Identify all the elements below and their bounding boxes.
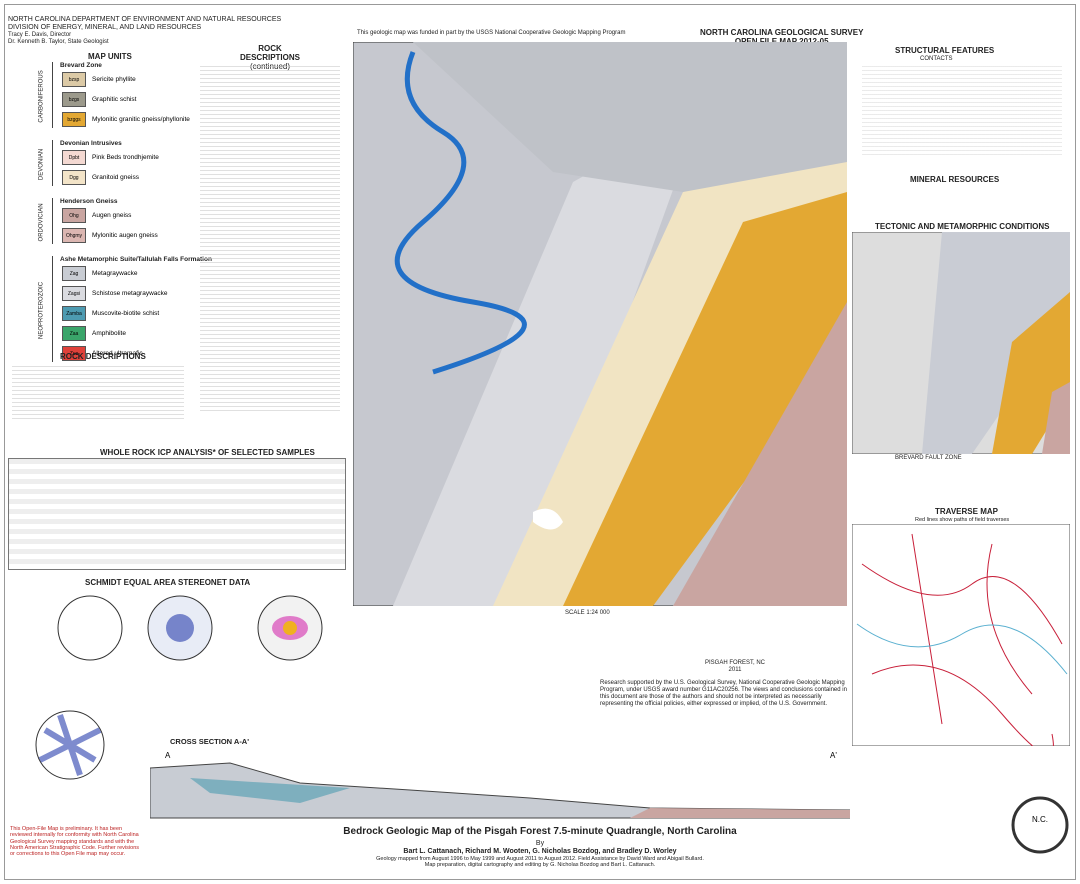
mapped-note: Geology mapped from August 1996 to May 1… (376, 856, 704, 863)
unit-name: Granitoid gneiss (92, 174, 139, 181)
unit-swatch: Zag (62, 266, 86, 281)
cross-section-title: CROSS SECTION A-A' (170, 737, 250, 746)
unit-row: Ohg Augen gneiss (62, 208, 131, 223)
unit-swatch: Zua (62, 346, 86, 361)
unit-name: Muscovite-biotite schist (92, 310, 160, 317)
location: PISGAH FOREST, NC 2011 (705, 660, 765, 674)
unit-row: bzgs Graphitic schist (62, 92, 136, 107)
stereonet-title: SCHMIDT EQUAL AREA STEREONET DATA (85, 578, 251, 587)
icp-table (8, 458, 346, 570)
unit-swatch: bzsp (62, 72, 86, 87)
traverse-note: Red lines show paths of field traverses (915, 517, 1010, 523)
geologic-map (353, 42, 847, 606)
section-start: A (165, 751, 171, 760)
map-units-title: MAP UNITS (88, 52, 132, 61)
unit-row: bzggs Mylonitic granitic gneiss/phyllonit… (62, 112, 190, 127)
unit-name: Graphitic schist (92, 96, 137, 103)
credits: By Bart L. Cattanach, Richard M. Wooten, … (290, 840, 790, 869)
unit-row: Zaa Amphibolite (62, 326, 126, 341)
description-text (12, 366, 184, 420)
age-bracket (52, 62, 53, 128)
unit-swatch: Ohg (62, 208, 86, 223)
unit-row: Dpbt Pink Beds trondhjemite (62, 150, 159, 165)
funding-note: This geologic map was funded in part by … (357, 30, 626, 36)
unit-swatch: bzgs (62, 92, 86, 107)
cross-section: A A' (150, 751, 850, 819)
header: NORTH CAROLINA DEPARTMENT OF ENVIRONMENT… (8, 16, 281, 46)
unit-name: Amphibolite (92, 330, 126, 337)
unit-swatch: bzggs (62, 112, 86, 127)
location-name: PISGAH FOREST, NC (705, 660, 766, 666)
survey-name: NORTH CAROLINA GEOLOGICAL SURVEY (700, 28, 864, 37)
unit-name: Sericite phyllite (92, 76, 136, 83)
unit-name: Mylonitic augen gneiss (92, 232, 158, 239)
prelim-note: This Open-File Map is preliminary. It ha… (10, 826, 139, 858)
unit-swatch: Dgg (62, 170, 86, 185)
brevard-label: BREVARD FAULT ZONE (895, 455, 962, 461)
sheet-border (4, 4, 1076, 880)
age-bracket (52, 256, 53, 362)
main-title: Bedrock Geologic Map of the Pisgah Fores… (343, 826, 737, 837)
age-label: NEOPROTEROZOIC (38, 281, 45, 339)
age-bracket (52, 198, 53, 244)
contacts: CONTACTS (920, 56, 953, 62)
age-label: ORDOVICIAN (38, 203, 45, 242)
description-text (200, 66, 340, 411)
unit-row: Zag Metagraywacke (62, 266, 138, 281)
group-name: Henderson Gneiss (60, 198, 118, 205)
group-name: Brevard Zone (60, 62, 102, 69)
unit-swatch: Zamba (62, 306, 86, 321)
authors: Bart L. Cattanach, Richard M. Wooten, G.… (403, 848, 677, 856)
header-line: Dr. Kenneth B. Taylor, State Geologist (8, 38, 109, 45)
by: By (535, 840, 545, 847)
unit-name: Metagraywacke (92, 270, 138, 277)
unit-name: Pink Beds trondhjemite (92, 154, 159, 161)
structural-title: STRUCTURAL FEATURES (895, 46, 995, 55)
unit-swatch: Zagsi (62, 286, 86, 301)
prep-note: Map preparation, digital cartography and… (424, 862, 656, 869)
unit-name: Mylonitic granitic gneiss/phyllonite (92, 116, 190, 123)
year: 2011 (728, 666, 742, 673)
tectonic-title: TECTONIC AND METAMORPHIC CONDITIONS (875, 222, 1050, 231)
stereonets (35, 595, 323, 780)
unit-name: Schistose metagraywacke (92, 290, 168, 297)
unit-row: Zamba Muscovite-biotite schist (62, 306, 159, 321)
unit-row: Ohgmy Mylonitic augen gneiss (62, 228, 158, 243)
age-label: CARBONIFEROUS (38, 70, 45, 123)
unit-row: bzsp Sericite phyllite (62, 72, 136, 87)
header-line: DIVISION OF ENERGY, MINERAL, AND LAND RE… (8, 24, 202, 32)
section-end: A' (830, 751, 837, 760)
age-bracket (52, 140, 53, 186)
seal-text: N.C. (1032, 815, 1048, 824)
traverse-map (852, 524, 1070, 746)
research-note: Research supported by the U.S. Geologica… (600, 680, 847, 707)
traverse-title: TRAVERSE MAP (935, 507, 998, 516)
header-line: Tracy E. Davis, Director (8, 32, 72, 39)
seal: N.C. (1011, 796, 1069, 854)
unit-row: Zua Altered ultramafic (62, 346, 143, 361)
group-name: Ashe Metamorphic Suite/Tallulah Falls Fo… (60, 256, 212, 263)
scale: SCALE 1:24 000 (565, 610, 610, 616)
unit-name: Altered ultramafic (92, 350, 143, 357)
age-label: DEVONIAN (38, 148, 45, 181)
symbol-legend (862, 66, 1062, 156)
tectonic-map (852, 232, 1070, 454)
unit-swatch: Ohgmy (62, 228, 86, 243)
icp-title: WHOLE ROCK ICP ANALYSIS* OF SELECTED SAM… (100, 448, 315, 457)
unit-swatch: Dpbt (62, 150, 86, 165)
unit-swatch: Zaa (62, 326, 86, 341)
group-name: Devonian Intrusives (60, 140, 122, 147)
rock-desc-title: ROCK DESCRIPTIONS (60, 352, 146, 361)
unit-row: Dgg Granitoid gneiss (62, 170, 139, 185)
header-line: NORTH CAROLINA DEPARTMENT OF ENVIRONMENT… (8, 16, 282, 23)
unit-name: Augen gneiss (92, 212, 132, 219)
unit-row: Zagsi Schistose metagraywacke (62, 286, 168, 301)
mineral-title: MINERAL RESOURCES (910, 175, 1000, 184)
rock-desc-title: ROCK DESCRIPTIONS (239, 44, 300, 63)
